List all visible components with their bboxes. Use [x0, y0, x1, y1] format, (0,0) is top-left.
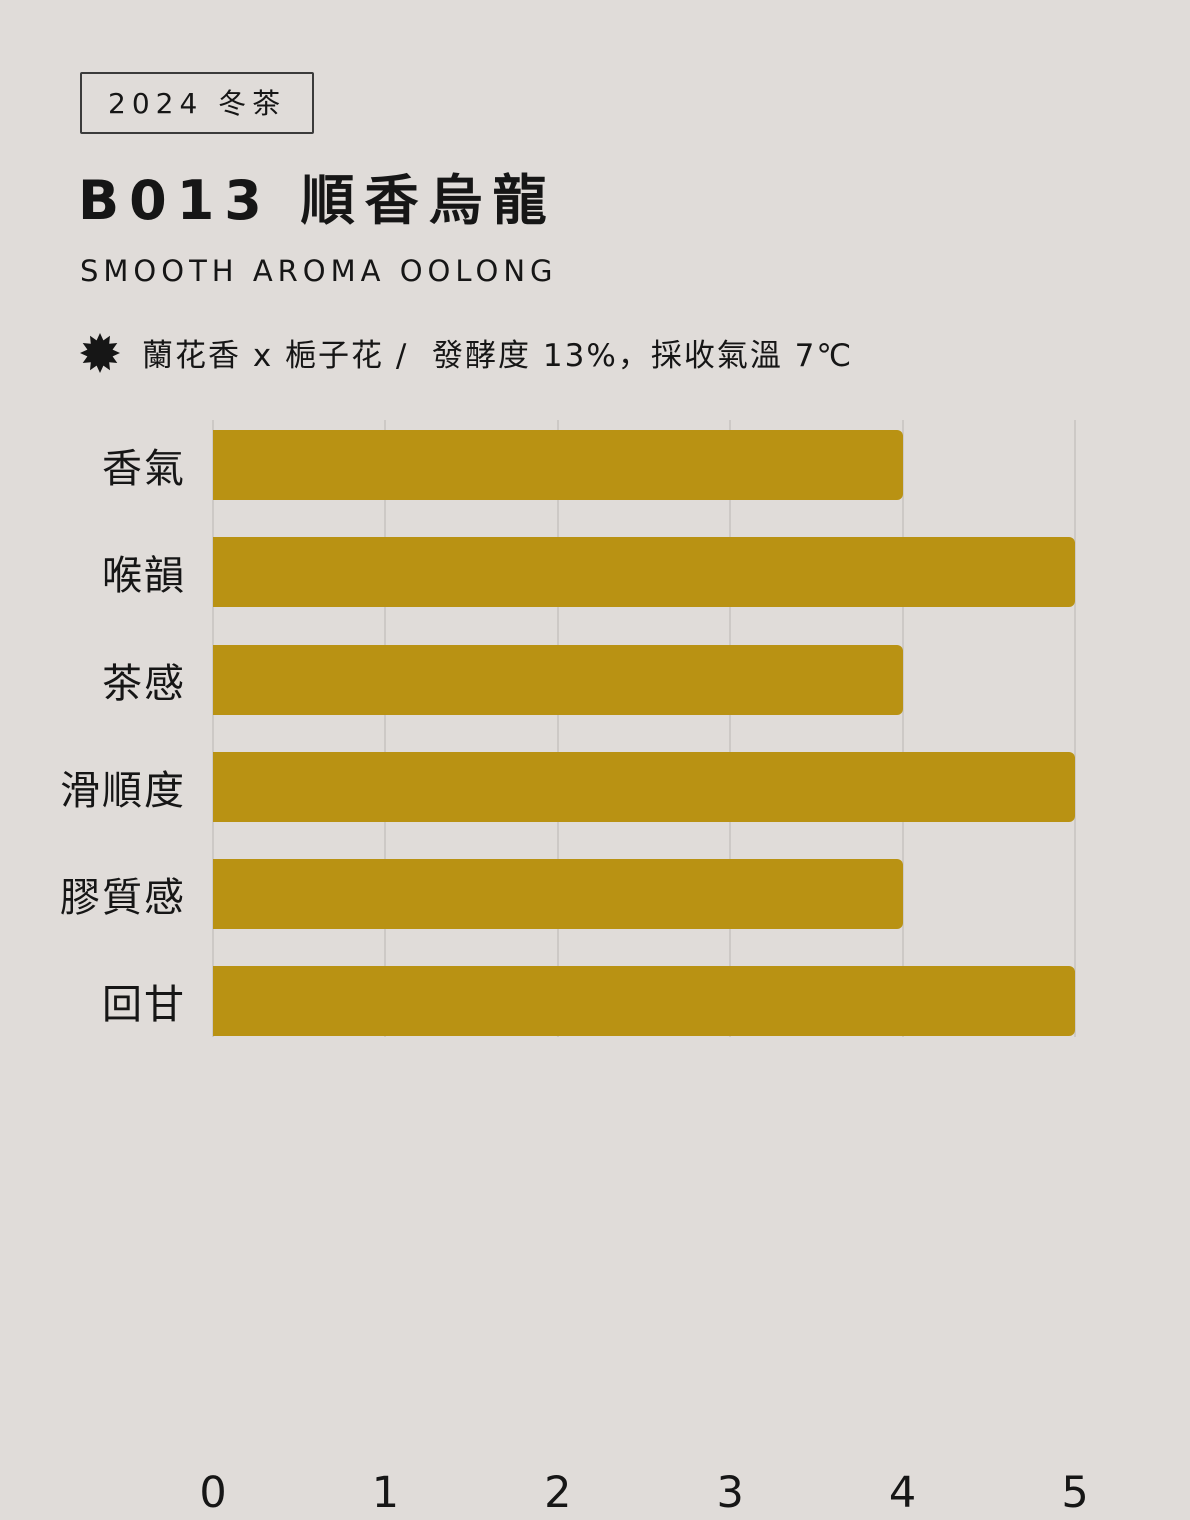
bar-香氣: [213, 430, 903, 500]
bar-track: [213, 751, 1075, 822]
tick-label-4: 4: [888, 1468, 917, 1518]
category-label: 滑順度: [60, 767, 186, 814]
bar-track: [213, 859, 1075, 930]
x-axis-ticks: 0 1 2 3 4 5: [199, 1468, 1088, 1520]
category-label: 茶感: [102, 660, 186, 707]
chart-row: 香氣: [0, 430, 1190, 500]
bar-喉韻: [213, 537, 1075, 608]
bar-track: [213, 430, 1075, 500]
tick-label-1: 1: [371, 1468, 400, 1518]
bar-回甘: [213, 966, 1075, 1037]
chart-row: 喉韻: [0, 537, 1190, 608]
category-label: 喉韻: [102, 553, 186, 600]
page-subtitle: SMOOTH AROMA OOLONG: [80, 254, 558, 288]
gridline-x-3: [729, 420, 732, 1037]
category-label: 回甘: [102, 982, 186, 1029]
bar-膠質感: [213, 859, 903, 930]
bar-track: [213, 537, 1075, 608]
gridline-x-4: [901, 420, 904, 1037]
page-title: B013 順香烏龍: [78, 169, 557, 232]
bar-track: [213, 966, 1075, 1037]
tick-label-0: 0: [199, 1468, 227, 1518]
starburst-icon: [80, 332, 120, 373]
category-label: 膠質感: [60, 875, 186, 922]
chart-row: 滑順度: [0, 751, 1190, 822]
gridline-x-5: [1074, 420, 1076, 1037]
vintage-badge: 2024 冬茶: [80, 72, 315, 134]
bar-rows: 香氣喉韻茶感滑順度膠質感回甘: [0, 430, 1190, 1037]
gridline-x-0: [212, 420, 214, 1037]
tasting-note-row: 蘭花香 x 梔子花 / 發酵度 13%，採收氣溫 7℃: [80, 330, 853, 375]
category-label: 香氣: [102, 446, 186, 492]
tea-info-card: 2024 冬茶 B013 順香烏龍 SMOOTH AROMA OOLONG 蘭花…: [0, 72, 1190, 1518]
bar-滑順度: [213, 751, 1075, 822]
chart-row: 回甘: [0, 966, 1190, 1037]
tick-label-5: 5: [1061, 1468, 1089, 1518]
tasting-note-text: 蘭花香 x 梔子花 / 發酵度 13%，採收氣溫 7℃: [142, 338, 854, 374]
chart-gridlines: [212, 420, 1076, 1037]
tick-label-2: 2: [544, 1468, 572, 1518]
chart-row: 茶感: [0, 644, 1190, 715]
bar-茶感: [213, 644, 903, 715]
tick-label-3: 3: [716, 1468, 744, 1518]
chart-row: 膠質感: [0, 859, 1190, 930]
bar-track: [213, 644, 1075, 715]
bar-chart: 香氣喉韻茶感滑順度膠質感回甘 0 1 2 3 4 5: [0, 420, 1190, 1518]
gridline-x-2: [556, 420, 559, 1037]
gridline-x-1: [384, 420, 387, 1037]
